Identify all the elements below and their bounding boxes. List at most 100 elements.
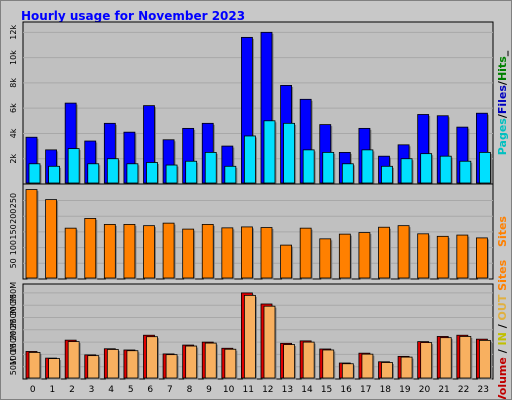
bar [182, 228, 195, 279]
x-tick-label: 0 [30, 385, 36, 395]
x-tick-label: 9 [206, 385, 212, 395]
bar [84, 218, 97, 279]
bar [87, 355, 100, 379]
legend-item: / [496, 345, 509, 357]
bar [146, 336, 158, 379]
x-tick-label: 18 [380, 385, 392, 395]
legend-item: Sites [496, 259, 509, 290]
bar [263, 305, 276, 379]
legend-item: _ [496, 50, 509, 56]
bar [358, 232, 371, 279]
x-tick-label: 6 [147, 385, 153, 395]
bar [459, 336, 472, 379]
bar [479, 151, 491, 184]
bar [165, 354, 178, 379]
bar [28, 352, 41, 379]
bar [400, 158, 413, 184]
x-tick-label: 4 [108, 385, 114, 395]
bar [165, 164, 178, 184]
bar [400, 356, 413, 379]
y-tick-label: 2k [9, 153, 18, 163]
y-tick-label: 50M [9, 358, 18, 375]
bar [185, 160, 198, 184]
x-tick-label: 15 [321, 385, 332, 395]
bar [299, 227, 312, 279]
bar [260, 227, 273, 279]
bar [436, 235, 449, 279]
legend-item: / [496, 80, 509, 85]
bar [338, 233, 351, 279]
bar [439, 337, 452, 379]
bar [280, 244, 292, 279]
bar [143, 225, 155, 279]
bar [397, 225, 410, 279]
legend-item: Files [496, 85, 509, 115]
bar [64, 227, 77, 279]
legend-item: Sites [496, 216, 509, 247]
bar [420, 342, 433, 379]
y-tick-label: 200M [9, 319, 18, 341]
x-tick-label: 19 [399, 385, 411, 395]
bar [439, 155, 452, 184]
bar [48, 165, 60, 184]
bar [417, 233, 430, 279]
bar [201, 223, 214, 279]
bar [25, 189, 38, 279]
bar [123, 223, 136, 279]
bar [185, 345, 198, 379]
bar [106, 158, 119, 184]
bar [476, 237, 488, 279]
x-tick-label: 2 [69, 385, 75, 395]
y-tick-label: 12k [9, 25, 18, 40]
y-tick-label: 350M [9, 282, 18, 304]
x-tick-label: 8 [187, 385, 193, 395]
legend-item: Volume [496, 357, 509, 399]
y-tick-label: 50 [9, 258, 18, 268]
x-tick-label: 12 [262, 385, 273, 395]
legend-label: Pages/Files/Hits_ [496, 50, 509, 155]
bar [361, 353, 374, 379]
y-tick-label: 8k [9, 78, 18, 88]
bar [479, 339, 491, 379]
y-tick-label: 250 [9, 193, 18, 208]
x-tick-label: 22 [458, 385, 469, 395]
bar [381, 362, 393, 379]
bar [48, 358, 60, 379]
bar [283, 122, 295, 184]
bar [420, 153, 433, 184]
bar [302, 341, 315, 379]
x-tick-label: 14 [301, 385, 313, 395]
x-tick-label: 3 [89, 385, 95, 395]
bar [204, 151, 217, 184]
y-tick-label: 150M [9, 331, 18, 353]
bar [146, 162, 158, 184]
plot-area [22, 21, 494, 185]
bar [322, 349, 335, 379]
bar [87, 163, 100, 184]
plot-area [22, 283, 494, 380]
bar [67, 148, 80, 184]
legend-item: Hits [496, 56, 509, 81]
bar [221, 227, 234, 279]
legend-label: Sites [496, 216, 509, 247]
bar [241, 226, 253, 279]
bar [67, 341, 80, 379]
bar [126, 350, 139, 379]
legend-label: Volume / IN / OUT Sites [496, 259, 509, 399]
bar [361, 149, 374, 184]
y-tick-label: 6k [9, 103, 18, 113]
x-tick-label: 5 [128, 385, 134, 395]
legend-item: Pages [496, 118, 509, 156]
bar [322, 151, 335, 184]
bar [162, 222, 175, 279]
legend-item: / [496, 320, 509, 332]
x-tick-label: 16 [340, 385, 352, 395]
x-tick-label: 7 [167, 385, 173, 395]
bar [224, 165, 237, 184]
bar [126, 163, 139, 184]
bar [459, 160, 472, 184]
x-tick-label: 21 [438, 385, 449, 395]
y-tick-label: 10k [9, 50, 18, 65]
